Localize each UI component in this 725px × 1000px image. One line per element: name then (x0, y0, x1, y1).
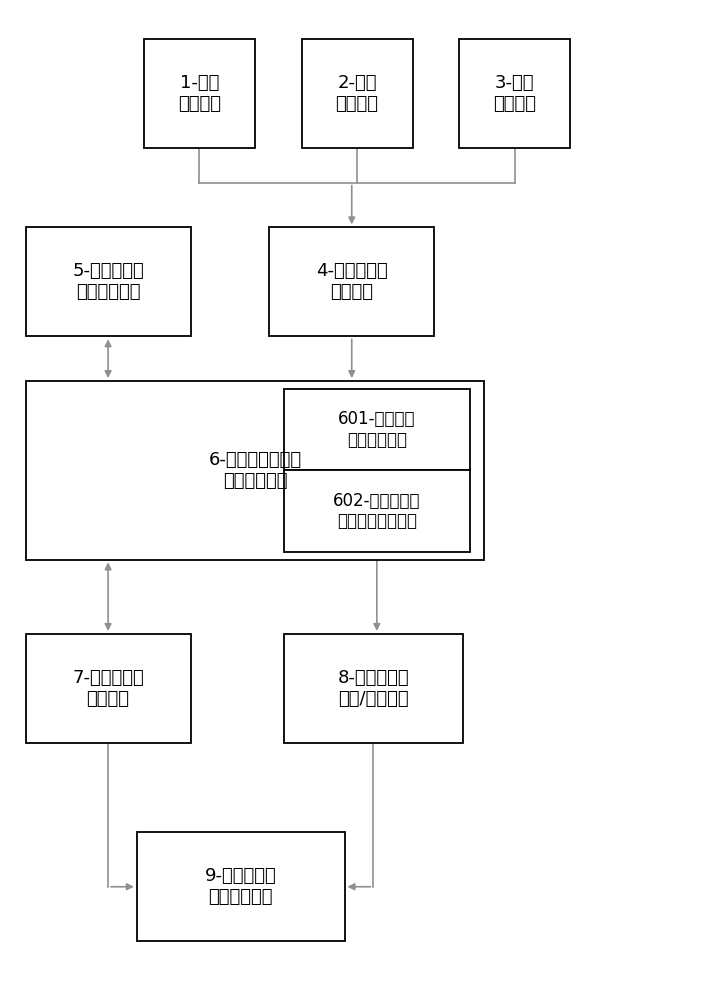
Text: 9-放射性药品
信息显示终端: 9-放射性药品 信息显示终端 (204, 867, 276, 906)
Bar (25, 634, 191, 743)
Bar (302, 39, 413, 148)
Bar (283, 389, 470, 470)
Bar (144, 39, 255, 148)
Text: 602-核素发生器
生长公式计算模块: 602-核素发生器 生长公式计算模块 (333, 492, 420, 530)
Bar (25, 227, 191, 336)
Text: 7-放射性药品
查询模块: 7-放射性药品 查询模块 (72, 669, 144, 708)
Text: 6-放射性药品核素
活度运算模块: 6-放射性药品核素 活度运算模块 (209, 451, 302, 490)
Text: 4-放射性药品
管理模块: 4-放射性药品 管理模块 (316, 262, 388, 301)
Bar (283, 470, 470, 552)
Bar (283, 634, 463, 743)
Text: 3-物流
配送系统: 3-物流 配送系统 (493, 74, 536, 113)
Text: 1-生产
管理系统: 1-生产 管理系统 (178, 74, 221, 113)
Text: 5-放射性药品
基础数据模块: 5-放射性药品 基础数据模块 (72, 262, 144, 301)
Bar (137, 832, 344, 941)
Text: 8-放射性药品
录入/输出模块: 8-放射性药品 录入/输出模块 (337, 669, 409, 708)
Text: 2-库房
管理系统: 2-库房 管理系统 (336, 74, 378, 113)
Text: 601-核素活度
时间运算模块: 601-核素活度 时间运算模块 (338, 410, 415, 449)
Bar (459, 39, 571, 148)
Bar (269, 227, 434, 336)
Bar (25, 381, 484, 560)
